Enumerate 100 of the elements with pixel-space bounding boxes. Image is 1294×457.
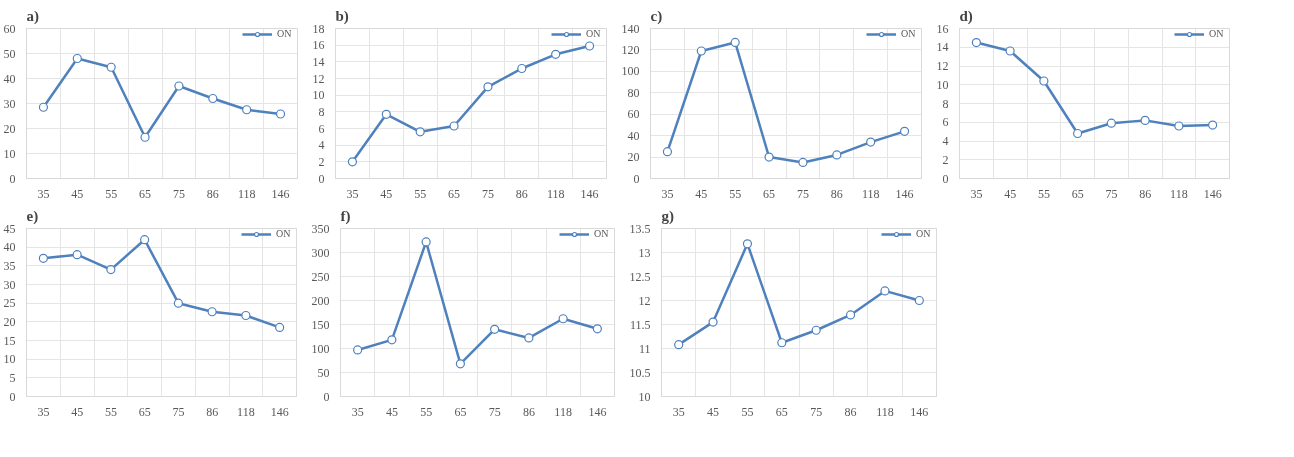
x-tick-label: 75 xyxy=(172,186,185,201)
point xyxy=(347,157,358,167)
legend-label: ON xyxy=(276,228,292,239)
chart-title: c) xyxy=(650,7,663,25)
x-tick-label: 118 xyxy=(861,186,880,201)
y-tick-label: 10 xyxy=(312,88,325,103)
point xyxy=(777,338,787,348)
point xyxy=(845,310,856,320)
x-tick-label: 55 xyxy=(1037,186,1050,201)
point xyxy=(275,322,285,333)
legend-label: ON xyxy=(594,228,610,239)
x-tick-label: 86 xyxy=(1139,186,1152,201)
point xyxy=(592,324,602,334)
point xyxy=(1106,118,1116,128)
x-tick-label: 65 xyxy=(138,404,151,419)
point xyxy=(421,237,431,247)
point xyxy=(1140,115,1150,125)
y-tick-label: 15 xyxy=(3,333,16,348)
point xyxy=(798,157,808,168)
y-tick-label: 12 xyxy=(312,71,325,86)
legend-label: ON xyxy=(1209,28,1225,39)
y-tick-label: 40 xyxy=(627,128,640,143)
y-tick-label: 6 xyxy=(942,115,949,130)
x-tick-label: 75 xyxy=(810,404,823,419)
y-tick-label: 250 xyxy=(311,269,330,284)
point xyxy=(72,53,82,64)
x-tick-label: 65 xyxy=(775,404,788,419)
y-tick-label: 10 xyxy=(3,146,16,161)
chart-title: a) xyxy=(26,7,39,25)
x-tick-label: 86 xyxy=(844,404,857,419)
y-tick-label: 0 xyxy=(633,171,640,186)
x-tick-label: 35 xyxy=(661,186,674,201)
y-tick-label: 2 xyxy=(942,152,949,167)
y-tick-label: 5 xyxy=(9,370,16,385)
point xyxy=(708,317,718,327)
y-tick-label: 11.5 xyxy=(629,317,651,332)
y-tick-label: 20 xyxy=(627,150,640,165)
x-tick-label: 35 xyxy=(37,404,50,419)
chart-title: e) xyxy=(26,207,39,225)
point xyxy=(106,62,116,72)
chart-title: f) xyxy=(340,207,351,225)
y-tick-label: 35 xyxy=(3,258,16,273)
x-tick-label: 146 xyxy=(588,404,607,419)
x-tick-label: 146 xyxy=(895,186,914,201)
x-tick-label: 146 xyxy=(1203,186,1222,201)
x-tick-label: 86 xyxy=(830,186,843,201)
y-tick-label: 13.5 xyxy=(629,221,651,236)
point xyxy=(490,324,500,334)
point xyxy=(242,105,252,115)
point xyxy=(1208,120,1218,130)
y-tick-label: 25 xyxy=(3,296,16,311)
x-tick-label: 65 xyxy=(139,186,152,201)
y-tick-label: 16 xyxy=(312,38,325,53)
y-tick-label: 13 xyxy=(638,245,651,260)
point xyxy=(811,325,821,335)
point xyxy=(38,102,49,112)
point xyxy=(517,63,527,74)
x-tick-label: 86 xyxy=(515,186,528,201)
x-tick-label: 65 xyxy=(448,186,461,201)
point xyxy=(38,253,48,263)
y-tick-label: 50 xyxy=(317,365,330,380)
y-tick-label: 0 xyxy=(942,171,949,186)
y-tick-label: 12.5 xyxy=(629,269,651,284)
point xyxy=(173,298,183,308)
y-tick-label: 20 xyxy=(3,314,16,329)
legend-label: ON xyxy=(901,28,917,39)
y-tick-label: 40 xyxy=(3,240,16,255)
point xyxy=(381,109,391,119)
point xyxy=(914,295,924,306)
x-tick-label: 35 xyxy=(346,186,359,201)
y-tick-label: 100 xyxy=(621,64,640,79)
chart-title: d) xyxy=(959,7,973,25)
x-tick-label: 55 xyxy=(414,186,427,201)
y-tick-label: 150 xyxy=(311,317,330,332)
point xyxy=(971,37,981,48)
x-tick-label: 65 xyxy=(763,186,776,201)
point xyxy=(674,340,684,350)
legend-label: ON xyxy=(277,28,293,39)
y-tick-label: 80 xyxy=(627,85,640,100)
y-tick-label: 30 xyxy=(3,277,16,292)
point xyxy=(584,41,595,51)
x-tick-label: 75 xyxy=(1105,186,1118,201)
point xyxy=(880,286,890,296)
y-tick-label: 10 xyxy=(638,389,651,404)
point xyxy=(106,264,116,275)
point xyxy=(1073,128,1083,139)
y-tick-label: 60 xyxy=(3,21,16,36)
x-tick-label: 118 xyxy=(1170,186,1188,201)
y-tick-label: 11 xyxy=(638,341,651,356)
point xyxy=(174,81,184,91)
point xyxy=(524,333,534,343)
x-tick-label: 35 xyxy=(37,186,50,201)
x-tick-label: 146 xyxy=(910,404,929,419)
y-tick-label: 20 xyxy=(3,121,16,136)
y-tick-label: 10 xyxy=(3,352,16,367)
x-tick-label: 146 xyxy=(270,404,289,419)
x-tick-label: 45 xyxy=(707,404,720,419)
y-tick-label: 14 xyxy=(312,54,325,69)
y-tick-label: 10.5 xyxy=(629,365,651,380)
x-tick-label: 55 xyxy=(741,404,754,419)
